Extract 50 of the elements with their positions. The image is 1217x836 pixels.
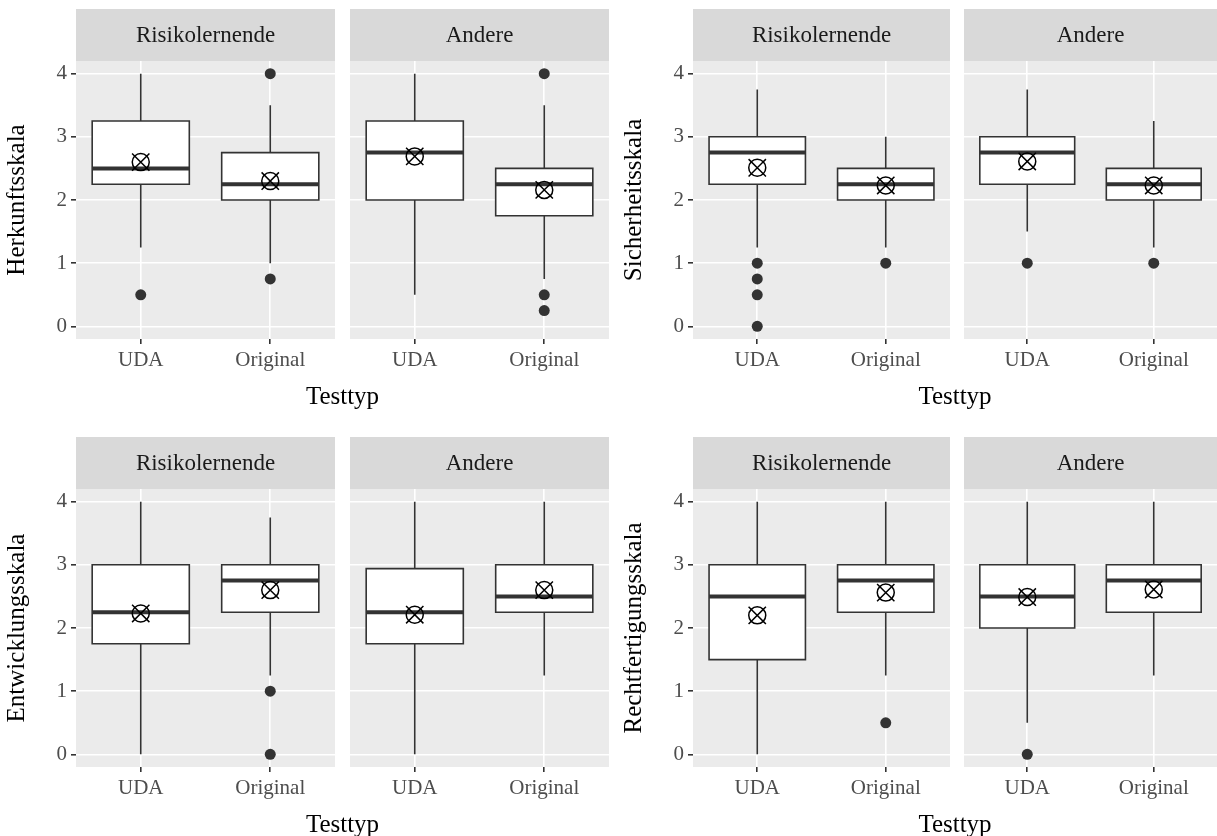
chart-title: Andere — [964, 9, 1217, 61]
y-tick-label: 4 — [673, 60, 685, 85]
y-tick-label: 1 — [56, 249, 67, 274]
y-tick-label: 2 — [673, 186, 684, 211]
chart-title: Andere — [350, 437, 609, 489]
y-tick-label: 0 — [673, 312, 684, 337]
chart-title: Risikolernende — [693, 9, 950, 61]
y-tick-label: 3 — [56, 551, 67, 576]
x-tick-label: Original — [235, 775, 306, 800]
y-tick-label: 1 — [673, 677, 684, 702]
y-axis-title: Entwicklungsskala — [1, 533, 29, 723]
y-axis-title: Sicherheitsskala — [618, 118, 646, 282]
y-tick-label: 2 — [673, 614, 684, 639]
x-tick-label: UDA — [734, 775, 781, 800]
chart-title: Risikolernende — [693, 437, 950, 489]
chart-title: Andere — [350, 9, 609, 61]
x-axis-title: Testtyp — [917, 382, 993, 410]
x-tick-label: UDA — [118, 347, 165, 372]
y-tick-label: 4 — [673, 488, 685, 513]
x-tick-label: UDA — [392, 347, 439, 372]
y-tick-label: 0 — [56, 740, 67, 765]
x-tick-label: Original — [509, 347, 580, 372]
x-tick-label: Original — [850, 347, 921, 372]
x-tick-label: UDA — [1004, 775, 1051, 800]
chart-title: Risikolernende — [76, 437, 335, 489]
x-tick-label: Original — [509, 775, 580, 800]
chart-title: Risikolernende — [76, 9, 335, 61]
x-tick-label: Original — [1118, 347, 1189, 372]
x-tick-label: Original — [235, 347, 306, 372]
y-tick-label: 0 — [673, 740, 684, 765]
y-tick-label: 2 — [56, 614, 67, 639]
y-axis-title: Herkunftsskala — [1, 124, 29, 276]
y-tick-label: 1 — [673, 249, 684, 274]
y-tick-label: 3 — [673, 123, 684, 148]
x-tick-label: UDA — [118, 775, 165, 800]
y-tick-label: 3 — [673, 551, 684, 576]
chart-title: Andere — [964, 437, 1217, 489]
y-tick-label: 2 — [56, 186, 67, 211]
y-tick-label: 4 — [56, 60, 68, 85]
y-tick-label: 4 — [56, 488, 68, 513]
x-tick-label: UDA — [734, 347, 781, 372]
x-axis-title: Testtyp — [304, 382, 381, 410]
x-tick-label: UDA — [1004, 347, 1051, 372]
y-tick-label: 3 — [56, 123, 67, 148]
y-tick-label: 0 — [56, 312, 67, 337]
y-tick-label: 1 — [56, 677, 67, 702]
x-tick-label: UDA — [392, 775, 439, 800]
x-tick-label: Original — [850, 775, 921, 800]
y-axis-title: Rechtfertigungsskala — [618, 522, 646, 734]
x-tick-label: Original — [1118, 775, 1189, 800]
